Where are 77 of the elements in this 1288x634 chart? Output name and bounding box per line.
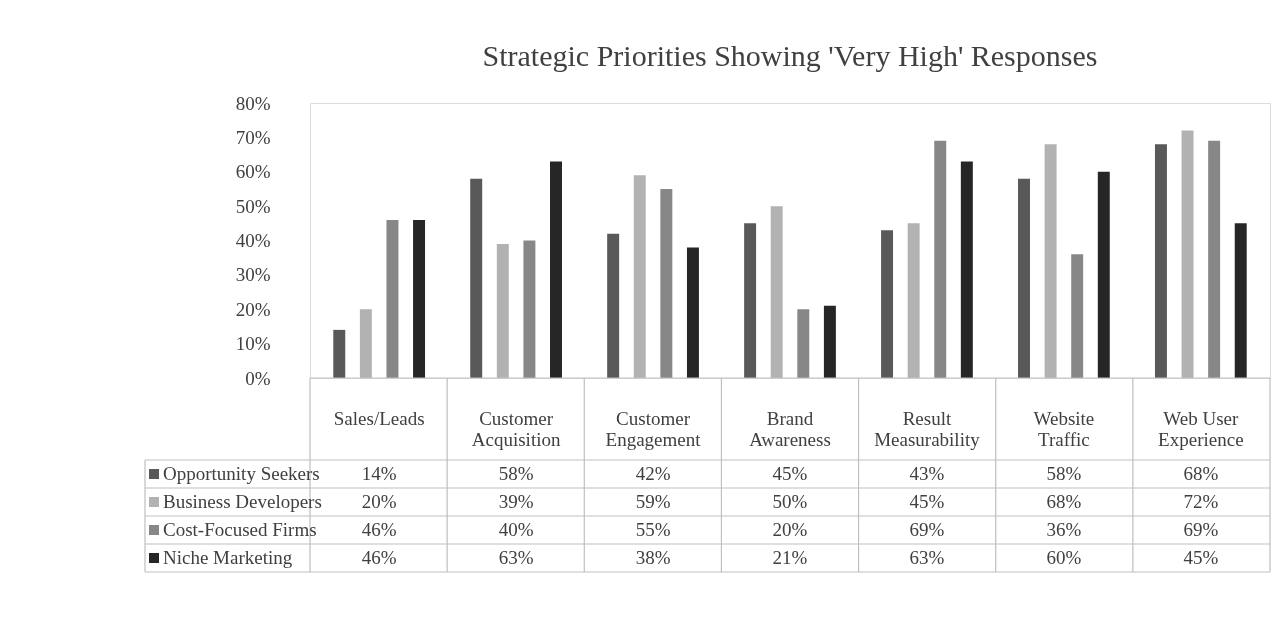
bar [797, 309, 810, 378]
bar [744, 223, 757, 378]
bar [413, 219, 426, 378]
bar [359, 309, 372, 378]
y-tick-label: 10% [235, 333, 271, 355]
bar [1018, 178, 1030, 378]
bar [934, 140, 947, 378]
data-label: 59% [635, 491, 671, 512]
data-label: 69% [1183, 519, 1219, 540]
data-label: 55% [635, 519, 671, 540]
data-label: 21% [772, 547, 808, 568]
bar [1044, 144, 1057, 378]
data-label: 72% [1183, 491, 1219, 512]
x-tick-label: Customer Acquisition [471, 408, 561, 450]
bar [1071, 254, 1084, 378]
data-label: 68% [1183, 463, 1219, 484]
bar [1154, 144, 1167, 378]
data-label: 58% [1046, 463, 1082, 484]
x-tick-label: Website Traffic [1033, 408, 1095, 450]
data-label: 69% [909, 519, 945, 540]
data-label: 46% [361, 519, 397, 540]
data-label: 45% [1183, 547, 1219, 568]
bar [607, 233, 620, 378]
bar [907, 223, 920, 378]
bar [1097, 171, 1110, 378]
data-label: 58% [498, 463, 534, 484]
data-label: 45% [909, 491, 945, 512]
data-label: 38% [635, 547, 671, 568]
bar [960, 161, 973, 378]
data-label: 20% [361, 491, 397, 512]
bar [686, 247, 699, 378]
legend-label: Cost-Focused Firms [163, 519, 317, 540]
x-tick-label: Web User Experience [1158, 408, 1244, 450]
y-tick-label: 50% [235, 195, 271, 217]
bar [660, 188, 673, 378]
chart-title: Strategic Priorities Showing 'Very High' Responses [482, 39, 1098, 72]
data-label: 46% [361, 547, 397, 568]
bar [1208, 140, 1221, 378]
bar [386, 219, 399, 378]
data-label: 43% [909, 463, 945, 484]
bar [523, 240, 536, 378]
x-tick-label: Result Measurability [874, 408, 981, 450]
bar [1234, 223, 1247, 378]
data-label: 63% [498, 547, 534, 568]
legend-label: Opportunity Seekers [163, 463, 320, 484]
bar [550, 161, 562, 378]
y-tick-label: 30% [235, 264, 271, 286]
bar [496, 243, 509, 378]
data-label: 45% [772, 463, 808, 484]
y-tick-label: 20% [235, 298, 271, 320]
y-tick-label: 0% [245, 367, 271, 389]
bar [633, 175, 646, 378]
y-tick-label: 70% [235, 126, 271, 148]
bar [1181, 130, 1194, 378]
legend-label: Business Developers [163, 491, 322, 512]
bar [770, 206, 783, 378]
x-tick-label: Sales/Leads [333, 408, 425, 429]
x-tick-label: Brand Awareness [749, 408, 831, 450]
x-tick-label: Customer Engagement [605, 408, 702, 450]
legend-label: Niche Marketing [163, 547, 293, 568]
y-tick-label: 80% [235, 92, 271, 114]
bar [823, 305, 836, 378]
data-label: 42% [635, 463, 671, 484]
bar [333, 329, 346, 378]
bar [470, 178, 483, 378]
data-label: 50% [772, 491, 808, 512]
data-label: 14% [361, 463, 397, 484]
data-label: 40% [498, 519, 534, 540]
data-label: 39% [498, 491, 534, 512]
data-label: 68% [1046, 491, 1082, 512]
data-label: 36% [1046, 519, 1082, 540]
y-tick-label: 40% [235, 230, 271, 251]
data-label: 63% [909, 547, 945, 568]
bar [881, 230, 894, 378]
y-tick-label: 60% [235, 161, 271, 183]
data-label: 60% [1046, 547, 1082, 568]
data-label: 20% [772, 519, 808, 540]
